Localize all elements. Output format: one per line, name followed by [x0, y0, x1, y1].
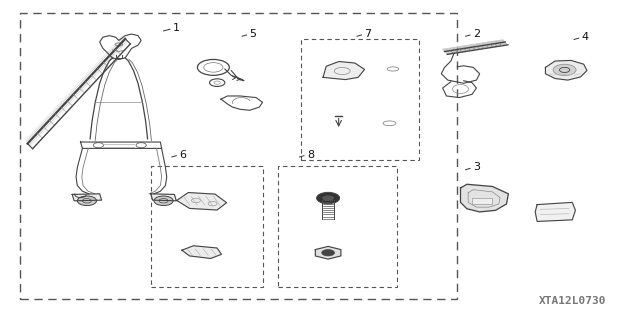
Bar — [151, 166, 262, 286]
Text: 7: 7 — [364, 29, 371, 39]
Text: 3: 3 — [473, 162, 480, 173]
Text: 6: 6 — [179, 150, 186, 160]
Circle shape — [553, 64, 576, 76]
Circle shape — [322, 195, 335, 201]
Polygon shape — [461, 184, 508, 212]
Circle shape — [317, 192, 340, 204]
Polygon shape — [535, 202, 575, 221]
Text: XTA12L0730: XTA12L0730 — [538, 296, 606, 306]
Polygon shape — [72, 194, 102, 201]
Bar — [278, 166, 397, 286]
Bar — [301, 39, 419, 160]
Text: 2: 2 — [473, 29, 480, 39]
Circle shape — [154, 196, 173, 205]
Text: 5: 5 — [250, 29, 257, 39]
Bar — [472, 197, 492, 204]
Bar — [20, 13, 458, 299]
Circle shape — [322, 249, 335, 256]
Polygon shape — [182, 246, 221, 258]
Text: 1: 1 — [173, 23, 180, 33]
Text: 8: 8 — [307, 150, 314, 160]
Polygon shape — [177, 193, 227, 210]
Text: 4: 4 — [582, 32, 589, 42]
Circle shape — [77, 196, 97, 205]
Polygon shape — [151, 194, 176, 201]
Polygon shape — [323, 62, 365, 79]
Polygon shape — [545, 60, 587, 80]
Polygon shape — [316, 246, 341, 259]
